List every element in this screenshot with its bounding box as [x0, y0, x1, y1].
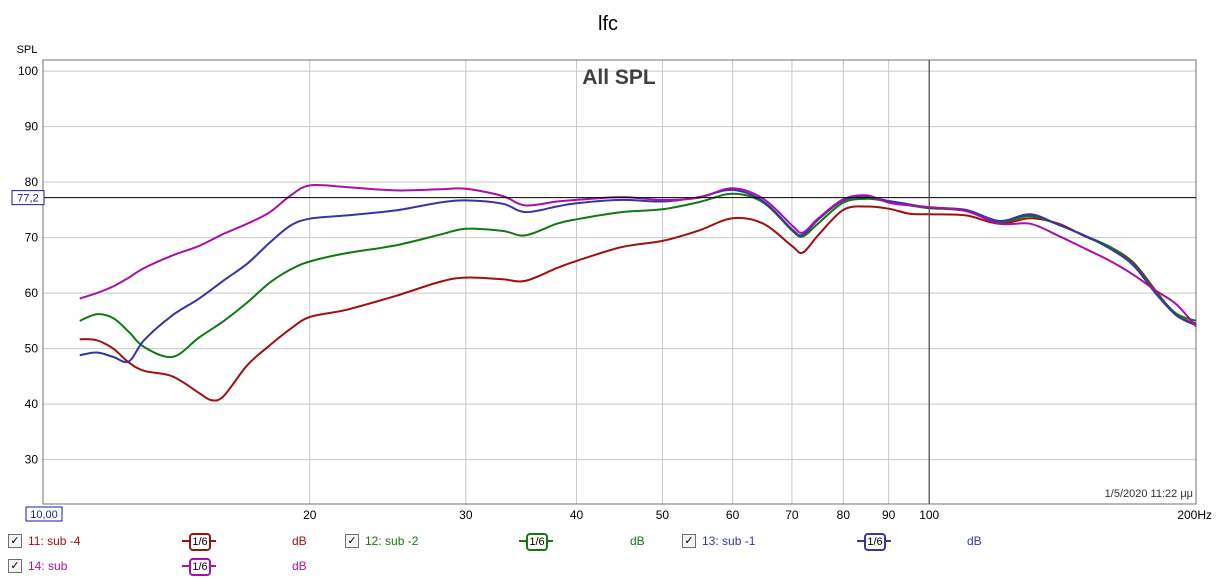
- x-tick-label: 200Hz: [1177, 508, 1212, 522]
- y-tick-labels: 30 40 50 60 70 80 90 100: [18, 64, 38, 467]
- smoothing-value: 1/6: [189, 558, 211, 576]
- series-line-4: [79, 183, 1197, 328]
- y-tick-label: 50: [25, 342, 39, 356]
- chart-subtitle: All SPL: [582, 66, 656, 89]
- series-line-1: [79, 205, 1197, 402]
- smoothing-control-sub[interactable]: 1/6: [182, 557, 216, 576]
- y-tick-label: 100: [18, 64, 38, 78]
- unit-label: dB: [292, 559, 307, 573]
- x-tick-label: 30: [459, 508, 473, 522]
- legend-label: 11: sub -4: [28, 534, 81, 548]
- x-tick-label: 60: [726, 508, 740, 522]
- smoothing-control-sub-1[interactable]: 1/6: [857, 532, 891, 551]
- series-layer: [79, 183, 1197, 402]
- legend-label: 12: sub -2: [365, 534, 419, 548]
- unit-label: dB: [292, 534, 307, 548]
- timestamp: 1/5/2020 11:22 μμ: [1105, 488, 1193, 500]
- x-start-box: 10,00: [25, 506, 63, 522]
- y-tick-label: 60: [25, 286, 39, 300]
- smoothing-control-sub-2[interactable]: 1/6: [519, 532, 553, 551]
- y-tick-label: 70: [25, 231, 39, 245]
- legend-label: 14: sub: [28, 559, 68, 573]
- x-tick-label: 20: [303, 508, 317, 522]
- spl-chart: lfc SPL All SPL 77,2 30 40 50 60 70 80 90 100 2…: [11, 13, 1212, 522]
- x-tick-label: 90: [882, 508, 896, 522]
- smoothing-control-sub-4[interactable]: 1/6: [182, 532, 216, 551]
- x-tick-label: 70: [785, 508, 799, 522]
- checkbox[interactable]: ✓: [345, 534, 359, 548]
- unit-label: dB: [630, 534, 645, 548]
- y-tick-label: 30: [25, 453, 39, 467]
- plot-frame: [42, 59, 1197, 505]
- checkbox[interactable]: ✓: [8, 559, 22, 573]
- series-line-2: [79, 192, 1197, 359]
- smoothing-value: 1/6: [864, 533, 886, 551]
- reference-value-box: 77,2: [11, 190, 45, 206]
- chart-title: lfc: [598, 13, 618, 35]
- x-tick-label: 100: [919, 508, 939, 522]
- smoothing-value: 1/6: [526, 533, 548, 551]
- legend-row-2: ✓ 14: sub 1/6 dB: [0, 556, 1217, 578]
- unit-label: dB: [967, 534, 982, 548]
- y-tick-label: 80: [25, 175, 39, 189]
- legend-row-1: ✓ 11: sub -4 1/6 dB ✓ 12: sub -2 1/6 dB …: [0, 531, 1217, 553]
- y-tick-label: 90: [25, 120, 39, 134]
- x-tick-label: 50: [656, 508, 670, 522]
- y-axis-label: SPL: [17, 44, 38, 56]
- x-start-label: 10,00: [30, 509, 58, 521]
- checkbox[interactable]: ✓: [8, 534, 22, 548]
- reference-value-label: 77,2: [17, 193, 38, 205]
- y-tick-label: 40: [25, 397, 39, 411]
- x-tick-labels: 20 30 40 50 60 70 80 90 100 200Hz: [303, 508, 1212, 522]
- checkbox[interactable]: ✓: [682, 534, 696, 548]
- series-line-3: [79, 188, 1197, 364]
- grid: [43, 60, 1196, 504]
- legend-label: 13: sub -1: [702, 534, 756, 548]
- x-tick-label: 40: [570, 508, 584, 522]
- x-tick-label: 80: [837, 508, 851, 522]
- smoothing-value: 1/6: [189, 533, 211, 551]
